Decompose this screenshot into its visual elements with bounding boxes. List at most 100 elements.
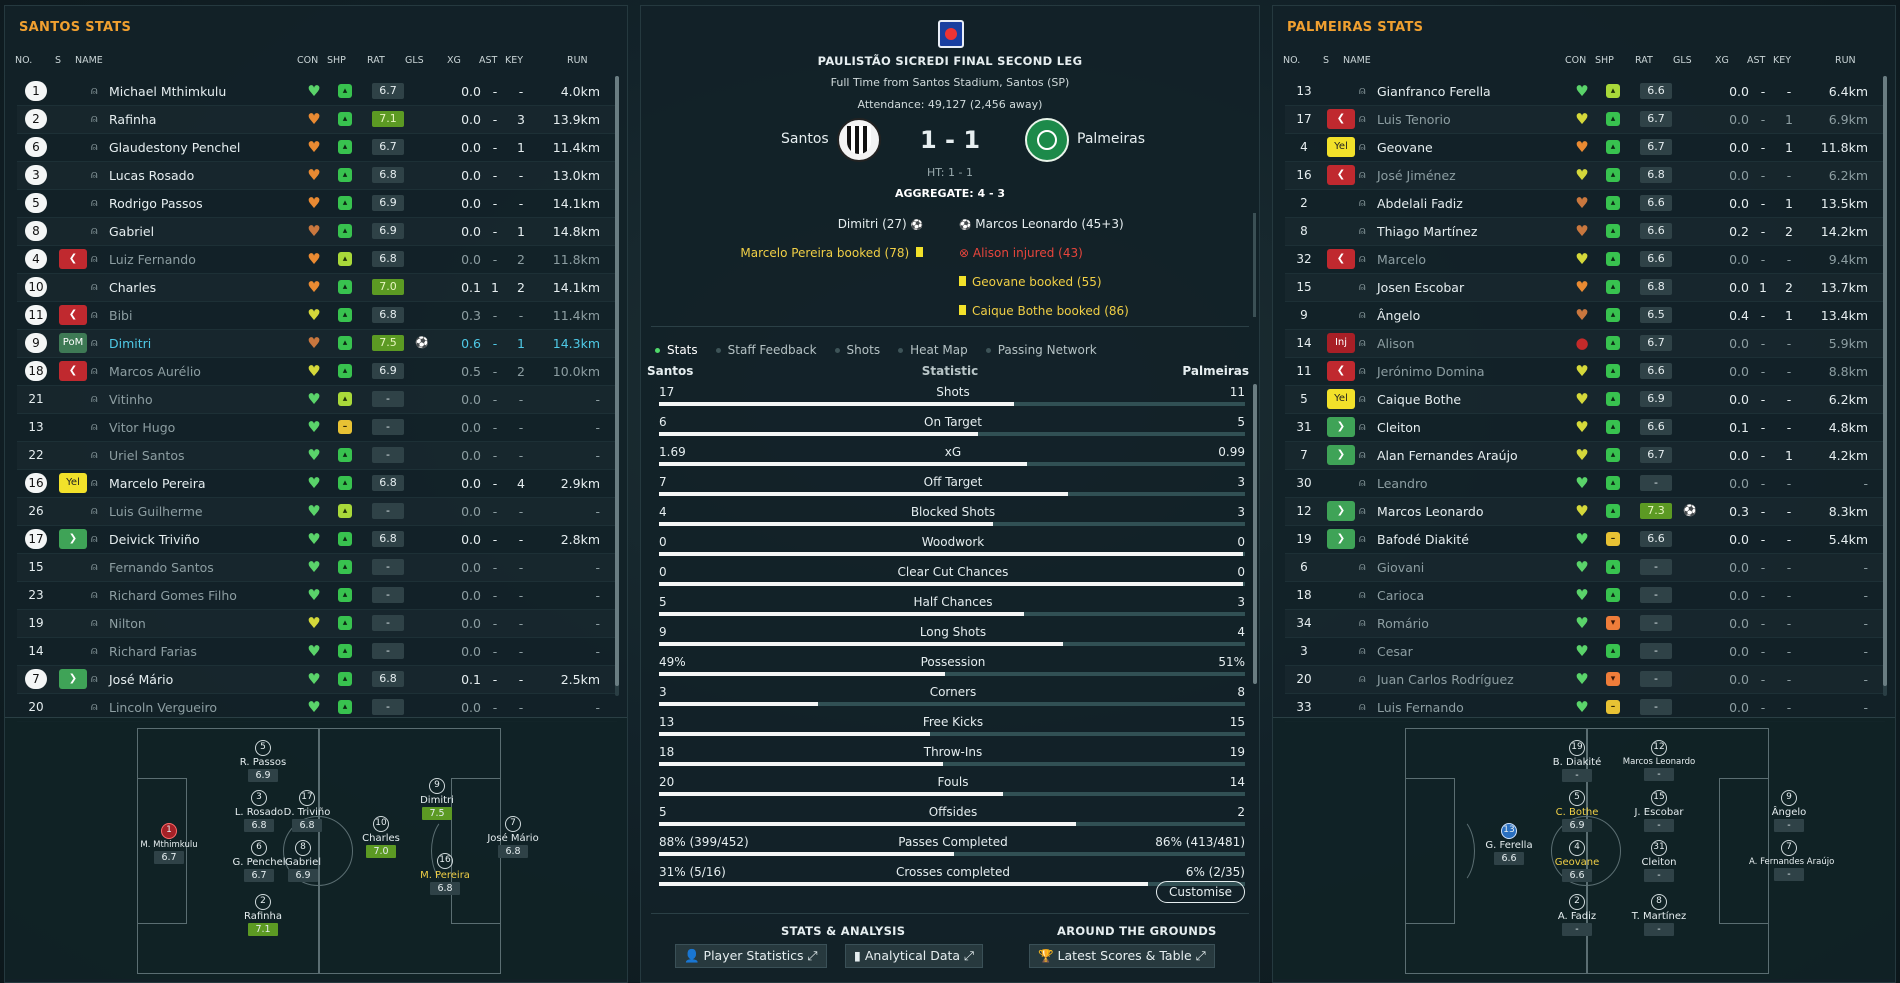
yellow-card-badge[interactable]: Yel — [59, 473, 87, 493]
table-row[interactable]: 8 ⍝ Thiago Martínez ♥ ▴ 6.6 0.2- 2 14.2km — [1285, 218, 1885, 246]
scrollbar[interactable] — [1883, 76, 1887, 696]
player-name[interactable]: Lincoln Vergueiro — [109, 700, 217, 715]
player-name[interactable]: Lucas Rosado — [109, 168, 195, 183]
table-row[interactable]: 7 ❯ ⍝ Alan Fernandes Araújo ♥ ▴ 6.7 0.0- 1 4.2km — [1285, 442, 1885, 470]
column-header-name[interactable]: NAME — [75, 55, 103, 66]
formation-player[interactable]: 3 L. Rosado 6.8 — [219, 790, 299, 832]
tab-stats[interactable]: Stats — [655, 343, 698, 357]
formation-player[interactable]: 8 Gabriel 6.9 — [263, 840, 343, 882]
column-header-no[interactable]: NO. — [1283, 55, 1301, 66]
column-header-xg[interactable]: XG — [447, 55, 461, 66]
table-row[interactable]: 5 Yel ⍝ Caique Bothe ♥ ▴ 6.9 0.0- -6.2km — [1285, 386, 1885, 414]
player-name[interactable]: Giovani — [1377, 560, 1425, 575]
player-name[interactable]: José Jiménez — [1377, 168, 1456, 183]
formation-player[interactable]: 5 C. Bothe 6.9 — [1537, 790, 1617, 832]
table-row[interactable]: 13 ⍝ Vitor Hugo ♥ – -0.0- - - — [17, 414, 617, 442]
home-team-name[interactable]: Santos — [781, 131, 829, 147]
formation-player[interactable]: 8 T. Martínez - — [1619, 894, 1699, 936]
subbed-on-icon[interactable]: ❯ — [1327, 445, 1355, 465]
player-name[interactable]: Dimitri — [109, 336, 152, 351]
player-name[interactable]: Richard Gomes Filho — [109, 588, 237, 603]
table-row[interactable]: 11 ❮ ⍝ Jerónimo Domina ♥ ▴ 6.6 0.0- -8.8km — [1285, 358, 1885, 386]
table-row[interactable]: 10 ⍝ Charles ♥ ▴ 7.0 0.1 1 2 14.1km — [17, 274, 617, 302]
player-name[interactable]: Josen Escobar — [1377, 280, 1465, 295]
player-name[interactable]: Alison — [1377, 336, 1415, 351]
player-name[interactable]: Vitor Hugo — [109, 420, 176, 435]
stats-scrollbar[interactable] — [1253, 384, 1257, 684]
column-header-ast[interactable]: AST — [479, 55, 498, 66]
yellow-card-badge[interactable]: Yel — [1327, 389, 1355, 409]
scrollbar[interactable] — [615, 76, 619, 696]
column-header-no[interactable]: NO. — [15, 55, 33, 66]
column-header-shp[interactable]: SHP — [1595, 55, 1614, 66]
table-row[interactable]: 9 ⍝ Ângelo ♥ ▴ 6.5 0.4- 1 13.4km — [1285, 302, 1885, 330]
column-header-gls[interactable]: GLS — [1673, 55, 1692, 66]
player-name[interactable]: Rafinha — [109, 112, 157, 127]
subbed-off-icon[interactable]: ❮ — [59, 305, 87, 325]
column-header-s[interactable]: S — [55, 55, 62, 66]
player-name[interactable]: Carioca — [1377, 588, 1425, 603]
player-name[interactable]: Jerónimo Domina — [1377, 364, 1485, 379]
latest-scores-button[interactable]: 🏆 Latest Scores & Table ⤢ — [1029, 944, 1215, 968]
player-name[interactable]: Geovane — [1377, 140, 1433, 155]
table-row[interactable]: 1 ⍝ Michael Mthimkulu ♥ ▴ 6.7 0.0- -4.0km — [17, 78, 617, 106]
table-row[interactable]: 19 ❯ ⍝ Bafodé Diakité ♥ –6.6 0.0- -5.4km — [1285, 526, 1885, 554]
injury-badge[interactable]: Inj — [1327, 333, 1355, 353]
table-row[interactable]: 4 ❮ ⍝ Luiz Fernando ♥ ▴ 6.8 0.0- 2 11.8km — [17, 246, 617, 274]
player-name[interactable]: Ângelo — [1377, 308, 1421, 323]
table-row[interactable]: 15 ⍝ Josen Escobar ♥ ▴ 6.8 0.0 1 2 13.7km — [1285, 274, 1885, 302]
column-header-key[interactable]: KEY — [505, 55, 524, 66]
table-row[interactable]: 22 ⍝ Uriel Santos ♥ ▴ -0.0- - - — [17, 442, 617, 470]
player-name[interactable]: Marcelo Pereira — [109, 476, 206, 491]
player-name[interactable]: Deivick Triviño — [109, 532, 200, 547]
player-name[interactable]: Romário — [1377, 616, 1429, 631]
subbed-on-icon[interactable]: ❯ — [1327, 501, 1355, 521]
analytical-data-button[interactable]: ▮ Analytical Data ⤢ — [845, 944, 984, 968]
formation-player[interactable]: 2 Rafinha 7.1 — [223, 894, 303, 936]
table-row[interactable]: 11 ❮ ⍝ Bibi ♥ ▴ 6.8 0.3- -11.4km — [17, 302, 617, 330]
table-row[interactable]: 16 Yel ⍝ Marcelo Pereira ♥ ▴ 6.8 0.0- 4 2.9km — [17, 470, 617, 498]
player-statistics-button[interactable]: 👤 Player Statistics ⤢ — [675, 944, 827, 968]
formation-player[interactable]: 9 Dimitri 7.5 — [397, 778, 477, 820]
table-row[interactable]: 7 ❯ ⍝ José Mário ♥ ▴ 6.8 0.1- -2.5km — [17, 666, 617, 694]
formation-player[interactable]: 17 D. Triviño 6.8 — [267, 790, 347, 832]
column-header-con[interactable]: CON — [1565, 55, 1587, 66]
column-header-xg[interactable]: XG — [1715, 55, 1729, 66]
table-row[interactable]: 31 ❯ ⍝ Cleiton ♥ ▴ 6.6 0.1- -4.8km — [1285, 414, 1885, 442]
table-row[interactable]: 15 ⍝ Fernando Santos ♥ ▴ -0.0- - - — [17, 554, 617, 582]
player-name[interactable]: Luis Fernando — [1377, 700, 1464, 715]
tab-shots[interactable]: Shots — [834, 343, 880, 357]
table-row[interactable]: 3 ⍝ Lucas Rosado ♥ ▴ 6.8 0.0- -13.0km — [17, 162, 617, 190]
player-name[interactable]: Charles — [109, 280, 157, 295]
table-row[interactable]: 14 Inj ⍝ Alison ● ▴ 6.7 0.0- -5.9km — [1285, 330, 1885, 358]
table-row[interactable]: 5 ⍝ Rodrigo Passos ♥ ▴ 6.9 0.0- -14.1km — [17, 190, 617, 218]
formation-player[interactable]: 13 G. Ferella 6.6 — [1469, 823, 1549, 865]
table-row[interactable]: 23 ⍝ Richard Gomes Filho ♥ ▴ -0.0- - - — [17, 582, 617, 610]
table-row[interactable]: 18 ⍝ Carioca ♥ ▴ -0.0- - - — [1285, 582, 1885, 610]
events-scrollbar[interactable] — [1253, 213, 1256, 317]
formation-player[interactable]: 7 José Mário 6.8 — [473, 816, 553, 858]
table-row[interactable]: 8 ⍝ Gabriel ♥ ▴ 6.9 0.0- 1 14.8km — [17, 218, 617, 246]
column-header-s[interactable]: S — [1323, 55, 1330, 66]
table-row[interactable]: 16 ❮ ⍝ José Jiménez ♥ ▴ 6.8 0.0- -6.2km — [1285, 162, 1885, 190]
tab-passing-network[interactable]: Passing Network — [985, 343, 1097, 357]
table-row[interactable]: 2 ⍝ Rafinha ♥ ▴ 7.1 0.0- 3 13.9km — [17, 106, 617, 134]
tab-heat-map[interactable]: Heat Map — [898, 343, 968, 357]
column-header-gls[interactable]: GLS — [405, 55, 424, 66]
yellow-card-badge[interactable]: Yel — [1327, 137, 1355, 157]
subbed-off-icon[interactable]: ❮ — [1327, 361, 1355, 381]
table-row[interactable]: 17 ❮ ⍝ Luis Tenorio ♥ ▴ 6.7 0.0- 1 6.9km — [1285, 106, 1885, 134]
table-row[interactable]: 19 ⍝ Nilton ♥ ▴ -0.0- - - — [17, 610, 617, 638]
formation-player[interactable]: 5 R. Passos 6.9 — [223, 740, 303, 782]
table-row[interactable]: 2 ⍝ Abdelali Fadiz ♥ ▴ 6.6 0.0- 1 13.5km — [1285, 190, 1885, 218]
formation-player[interactable]: 2 A. Fadiz - — [1537, 894, 1617, 936]
player-name[interactable]: Vitinho — [109, 392, 153, 407]
column-header-con[interactable]: CON — [297, 55, 319, 66]
subbed-off-icon[interactable]: ❮ — [59, 249, 87, 269]
formation-player[interactable]: 15 J. Escobar - — [1619, 790, 1699, 832]
player-name[interactable]: Luis Guilherme — [109, 504, 203, 519]
table-row[interactable]: 4 Yel ⍝ Geovane ♥ ▴ 6.7 0.0- 1 11.8km — [1285, 134, 1885, 162]
table-row[interactable]: 21 ⍝ Vitinho ♥ ▴ -0.0- - - — [17, 386, 617, 414]
subbed-on-icon[interactable]: ❯ — [59, 669, 87, 689]
formation-player[interactable]: 10 Charles 7.0 — [341, 816, 421, 858]
